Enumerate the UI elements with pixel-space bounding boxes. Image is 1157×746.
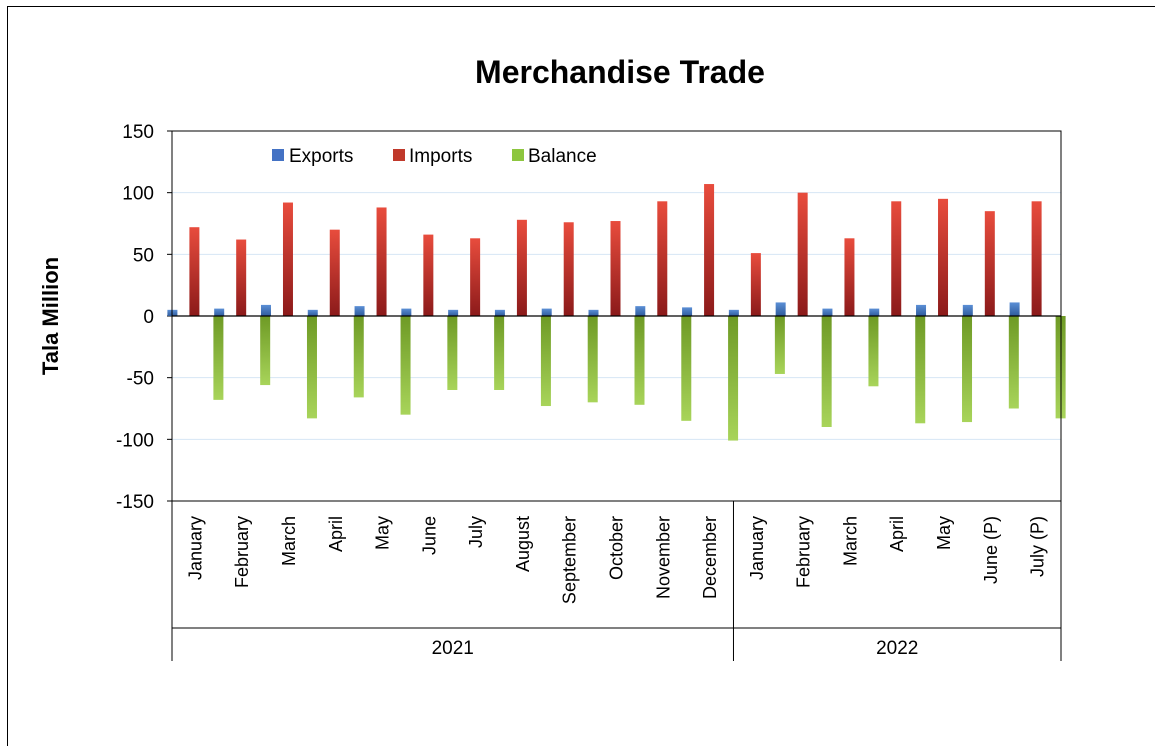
x-tick-label: March	[840, 516, 860, 566]
chart-title: Merchandise Trade	[475, 54, 765, 90]
legend-swatch-imports	[393, 149, 405, 161]
legend-label-exports: Exports	[289, 146, 353, 167]
bar-exports	[728, 309, 739, 316]
bar-imports	[844, 238, 855, 316]
bars	[167, 184, 1066, 441]
bar-exports	[354, 306, 365, 316]
bar-balance	[353, 316, 364, 398]
bar-imports	[236, 239, 247, 316]
x-tick-label: January	[747, 516, 767, 580]
legend-swatch-exports	[272, 149, 284, 161]
bar-balance	[587, 316, 598, 403]
bar-balance	[821, 316, 832, 427]
legend-label-imports: Imports	[409, 146, 472, 167]
y-tick-label: -50	[127, 369, 154, 390]
y-tick-label: 150	[122, 122, 154, 143]
bar-exports	[635, 306, 646, 316]
bar-exports	[588, 309, 599, 316]
bar-balance	[728, 316, 739, 441]
bar-balance	[213, 316, 224, 400]
year-group-label: 2021	[432, 638, 474, 659]
y-axis-ticks: 150 100 50 0 -50 -100 -150	[116, 122, 172, 513]
x-tick-label: July	[466, 516, 486, 548]
y-tick-label: 0	[143, 307, 154, 328]
bar-imports	[1031, 201, 1042, 316]
bar-exports	[916, 304, 927, 316]
bar-exports	[214, 308, 225, 316]
x-tick-label: November	[653, 516, 673, 599]
bar-balance	[774, 316, 785, 374]
year-group-label: 2022	[876, 638, 918, 659]
x-tick-label: February	[794, 516, 814, 588]
y-tick-label: 100	[122, 184, 154, 205]
x-tick-label: June	[419, 516, 439, 555]
bar-exports	[401, 308, 412, 316]
bar-exports	[962, 304, 973, 316]
bar-exports	[541, 308, 552, 316]
bar-imports	[938, 198, 949, 316]
x-tick-label: September	[560, 516, 580, 604]
bar-balance	[868, 316, 879, 387]
x-tick-label: October	[607, 516, 627, 580]
y-axis-label: Tala Million	[38, 257, 63, 375]
y-tick-label: -150	[116, 492, 154, 513]
bar-balance	[962, 316, 973, 423]
x-tick-label: May	[934, 516, 954, 550]
x-tick-label: February	[232, 516, 252, 588]
bar-balance	[306, 316, 317, 419]
bar-imports	[657, 201, 668, 316]
x-tick-label: April	[887, 516, 907, 552]
x-axis-ticks: January February March April May June July Augu…	[185, 516, 1047, 604]
x-tick-label: August	[513, 516, 533, 572]
y-tick-label: -100	[116, 430, 154, 451]
x-tick-label: June (P)	[981, 516, 1001, 584]
year-groups: 2021 2022	[171, 501, 1062, 661]
x-tick-label: December	[700, 516, 720, 599]
bar-imports	[891, 201, 902, 316]
chart-frame	[7, 6, 1155, 746]
bar-imports	[704, 184, 715, 316]
bar-balance	[634, 316, 645, 405]
legend: Exports Imports Balance	[272, 146, 597, 167]
axes	[171, 130, 1062, 502]
bar-imports	[329, 229, 340, 316]
bar-imports	[750, 253, 761, 316]
bar-imports	[984, 211, 995, 316]
x-tick-label: July (P)	[1028, 516, 1048, 577]
bar-exports	[494, 309, 505, 316]
bar-balance	[681, 316, 692, 421]
bar-exports	[260, 304, 271, 316]
x-tick-label: April	[326, 516, 346, 552]
bar-balance	[540, 316, 551, 407]
bar-balance	[400, 316, 411, 415]
bar-exports	[307, 309, 318, 316]
bar-balance	[915, 316, 926, 424]
bar-balance	[260, 316, 271, 386]
bar-imports	[282, 202, 293, 316]
bar-exports	[869, 308, 880, 316]
bar-balance	[447, 316, 458, 390]
bar-imports	[470, 238, 481, 316]
bar-exports	[448, 309, 459, 316]
bar-imports	[797, 192, 808, 316]
bar-imports	[610, 221, 621, 316]
x-tick-label: January	[185, 516, 205, 580]
bar-balance	[494, 316, 505, 390]
bar-imports	[376, 207, 387, 316]
bar-imports	[563, 222, 574, 316]
bar-imports	[189, 227, 200, 316]
bar-exports	[1009, 302, 1020, 316]
x-tick-label: March	[279, 516, 299, 566]
y-tick-label: 50	[133, 245, 154, 266]
bar-exports	[775, 302, 786, 316]
bar-exports	[682, 307, 693, 316]
bar-imports	[516, 219, 527, 316]
legend-label-balance: Balance	[528, 146, 597, 167]
bar-exports	[822, 308, 833, 316]
x-tick-label: May	[373, 516, 393, 550]
legend-swatch-balance	[512, 149, 524, 161]
bar-imports	[423, 234, 434, 316]
bar-balance	[1008, 316, 1019, 409]
